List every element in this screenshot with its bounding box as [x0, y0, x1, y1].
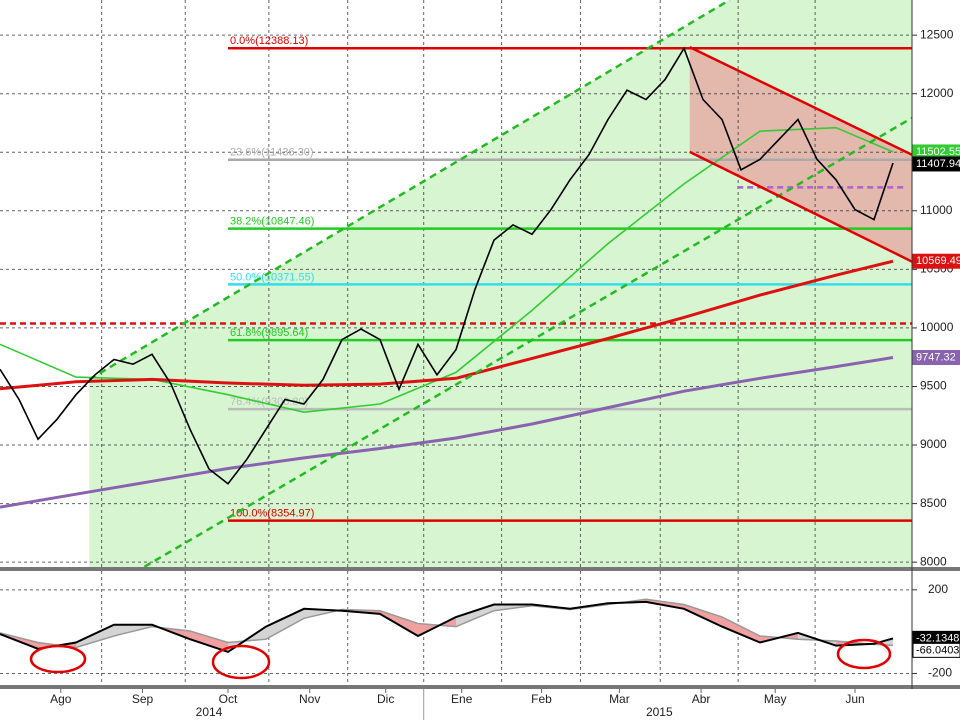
last-value-box: [912, 350, 960, 366]
y-tick-label: 12000: [920, 86, 954, 100]
y-tick-label: 11000: [920, 203, 953, 217]
level-label: 100.0%(8354.97): [230, 507, 314, 519]
x-tick-label: Ene: [451, 692, 473, 706]
moving-average: [0, 259, 894, 391]
oscillator-panel: [0, 571, 912, 686]
x-tick-label: Mar: [609, 692, 630, 706]
last-value-label: 9747.32: [916, 351, 956, 363]
level-label: 0.0%(12388.13): [230, 35, 308, 47]
signal-line: [0, 598, 894, 649]
axes: 8000850090009500100001050011000115001200…: [50, 27, 960, 720]
oscillator-fill: [266, 608, 304, 640]
moving-average: [0, 356, 894, 509]
last-value-label: 10569.49: [916, 255, 960, 267]
oscillator-fill: [76, 624, 114, 648]
level-label: 38.2%(10847.46): [230, 216, 314, 228]
trend-line: [88, 0, 731, 381]
x-tick-label: Oct: [219, 692, 238, 706]
y-tick-label: 12500: [920, 27, 954, 41]
last-value-box: [912, 156, 960, 172]
last-value-label: -32.1348: [916, 632, 959, 644]
trend-line: [689, 150, 912, 263]
x-tick-label: Dic: [377, 692, 394, 706]
x-tick-label: Abr: [692, 692, 711, 706]
highlight-ellipse: [29, 644, 87, 674]
year-label: 2014: [196, 705, 223, 719]
last-value-box: [912, 253, 960, 269]
channel-fill: [689, 47, 912, 262]
last-value-label: 11407.94: [916, 158, 960, 170]
price-panel: 0.0%(12388.13) 23.6%(11436.30) 38.2%(10847…: [0, 0, 912, 568]
y-tick-label: -200: [928, 666, 952, 680]
highlight-ellipse: [836, 638, 892, 670]
level-label: 61.8%(9895.64): [230, 327, 308, 339]
level-label: 50.0%(10371.55): [230, 271, 314, 283]
y-tick-label: 8500: [920, 496, 947, 510]
y-tick-label: 10000: [920, 320, 954, 334]
oscillator-fill: [190, 631, 228, 652]
y-tick-label: 200: [928, 582, 948, 596]
oscillator-fill: [456, 604, 494, 627]
x-tick-label: Feb: [531, 692, 552, 706]
y-tick-label: 9500: [920, 379, 947, 393]
y-tick-label: 9000: [920, 437, 947, 451]
x-tick-label: Ago: [50, 692, 72, 706]
last-value-label: -66.0403: [916, 644, 959, 656]
x-tick-label: Nov: [299, 692, 320, 706]
level-label: 23.6%(11436.30): [230, 147, 314, 159]
oscillator-line: [0, 600, 894, 654]
x-tick-label: May: [764, 692, 787, 706]
trend-line: [143, 116, 912, 568]
oscillator-fill: [722, 617, 760, 643]
trend-line: [689, 45, 912, 156]
last-value-box: [912, 642, 960, 658]
x-tick-label: Sep: [132, 692, 154, 706]
last-value-label: 11502.55: [916, 146, 960, 158]
y-tick-label: 8000: [920, 554, 947, 568]
x-tick-label: Jun: [845, 692, 864, 706]
panel-divider: [0, 567, 960, 571]
year-label: 2015: [646, 705, 673, 719]
price-line: [0, 46, 894, 485]
panel-divider: [0, 685, 960, 689]
highlight-ellipse: [211, 644, 271, 680]
